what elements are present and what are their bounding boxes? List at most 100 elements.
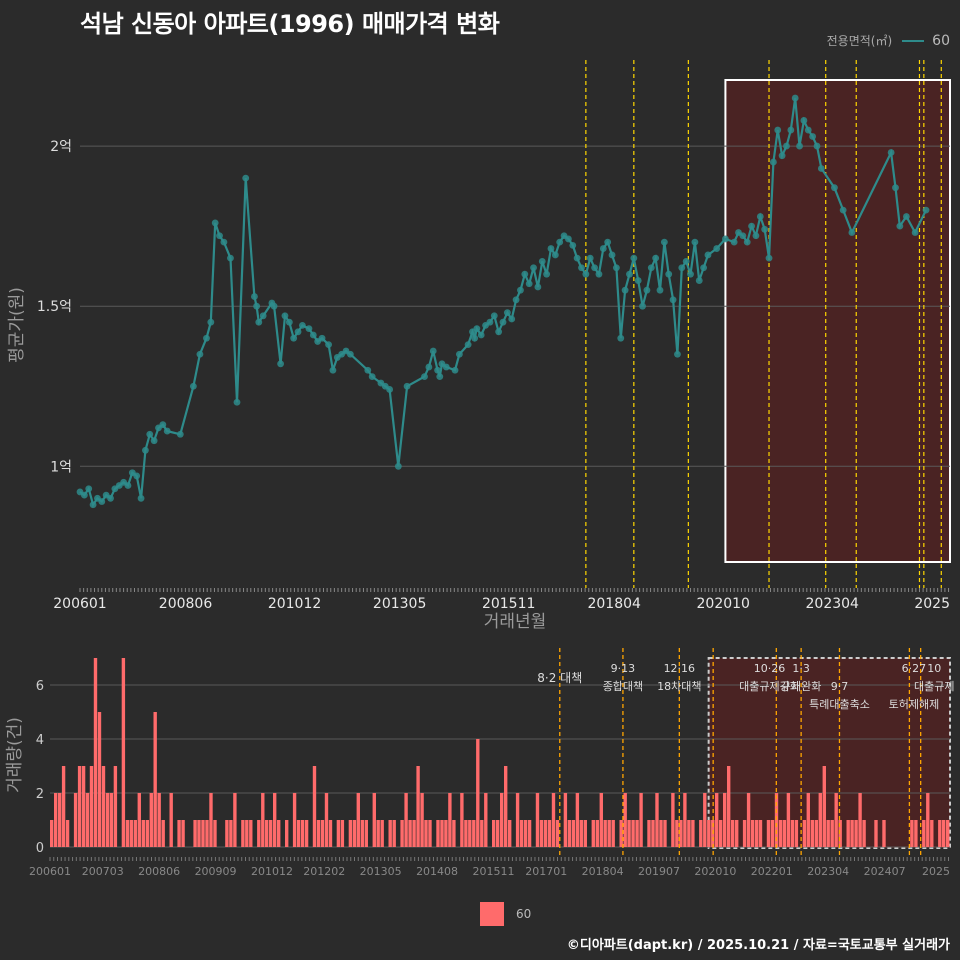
data-point [142, 446, 149, 454]
data-point [309, 331, 317, 339]
volume-bar [910, 820, 914, 847]
x-tick-label: 2025 [922, 865, 950, 878]
data-point [700, 264, 708, 272]
volume-bar [448, 793, 452, 847]
data-point [586, 254, 594, 262]
volume-bar [145, 820, 149, 847]
data-point [471, 334, 479, 342]
data-point [647, 264, 655, 272]
volume-bar [539, 820, 544, 847]
volume-bar [942, 820, 946, 847]
data-point [730, 238, 738, 246]
footer-credit: ©디아파트(dapt.kr) / 2025.10.21 / 자료=국토교통부 실… [566, 938, 950, 953]
data-point [473, 325, 481, 333]
volume-bar [858, 793, 862, 847]
volume-bar [292, 793, 297, 847]
data-point [678, 264, 686, 272]
y-tick-label: 1억 [50, 459, 72, 475]
volume-bar [707, 820, 711, 847]
data-point [486, 318, 494, 326]
volume-bar [201, 820, 205, 847]
volume-bar [65, 820, 70, 847]
volume-bar [85, 793, 90, 847]
volume-bar [659, 820, 663, 847]
data-point [368, 373, 376, 381]
volume-bar [790, 820, 795, 847]
volume-bar [428, 820, 432, 847]
volume-bar [93, 658, 98, 847]
volume-bar [579, 820, 583, 847]
data-point [791, 94, 799, 102]
x-tick-label: 201511 [482, 596, 535, 612]
data-point [163, 427, 171, 435]
volume-bar [300, 820, 305, 847]
data-point [608, 251, 616, 259]
data-point [176, 430, 184, 438]
volume-bar [930, 820, 934, 847]
volume-bar [822, 766, 826, 847]
volume-bar [105, 793, 110, 847]
data-point [124, 482, 132, 489]
x-tick-label: 201511 [472, 865, 514, 878]
volume-bar [404, 793, 408, 847]
x-tick-label: 201804 [587, 596, 641, 612]
data-point [887, 149, 895, 156]
data-point [573, 254, 581, 262]
data-point [669, 296, 677, 304]
volume-bar [424, 820, 428, 847]
volume-bar [575, 793, 580, 847]
volume-bar [838, 820, 842, 847]
volume-bar [113, 766, 118, 847]
volume-bar [133, 820, 137, 847]
volume-bar [926, 793, 930, 847]
data-point [290, 334, 298, 342]
volume-bar [519, 820, 524, 847]
data-point [769, 158, 777, 166]
volume-bar [794, 820, 799, 847]
volume-bar [73, 793, 78, 847]
data-point [189, 382, 197, 390]
volume-bar [723, 793, 727, 847]
volume-bar [754, 820, 759, 847]
volume-bar [715, 793, 719, 847]
data-point [477, 331, 485, 339]
volume-bar [141, 820, 145, 847]
volume-bar [89, 766, 94, 847]
data-point [626, 270, 633, 278]
data-point [691, 238, 699, 246]
data-point [534, 283, 542, 291]
volume-bar [603, 820, 607, 847]
data-point [538, 257, 546, 265]
volume-bar [129, 820, 133, 847]
volume-bar [50, 820, 54, 847]
annotation-label: 규제완화 [781, 680, 821, 693]
volume-bar [496, 820, 500, 847]
data-point [604, 238, 612, 246]
volume-bar [416, 766, 420, 847]
x-tick-label: 200601 [29, 865, 71, 878]
data-point [695, 277, 703, 284]
y-axis-title: 평균가(원) [7, 287, 27, 363]
volume-bar [719, 820, 723, 847]
volume-bar [583, 820, 587, 847]
volume-bar [627, 820, 631, 847]
annotation-label: 종합대책 [603, 680, 643, 693]
volume-bar [914, 820, 918, 847]
data-point [451, 366, 459, 374]
volume-bar [810, 820, 814, 847]
volume-bar [492, 820, 496, 847]
data-point [839, 206, 847, 214]
annotation-date: 1·3 [792, 662, 810, 675]
data-point [831, 184, 838, 192]
volume-bar [420, 793, 424, 847]
x-tick-label: 200601 [53, 596, 106, 612]
data-point [569, 241, 577, 249]
data-point [85, 485, 93, 493]
x-tick-label: 202407 [864, 865, 906, 878]
volume-bar [81, 766, 86, 847]
y-tick-label: 4 [36, 733, 44, 748]
volume-bar [233, 793, 237, 847]
bottom-legend: 60 [480, 902, 531, 926]
x-axis-title: 거래년월 [484, 612, 547, 632]
y-tick-label: 2 [36, 787, 44, 802]
